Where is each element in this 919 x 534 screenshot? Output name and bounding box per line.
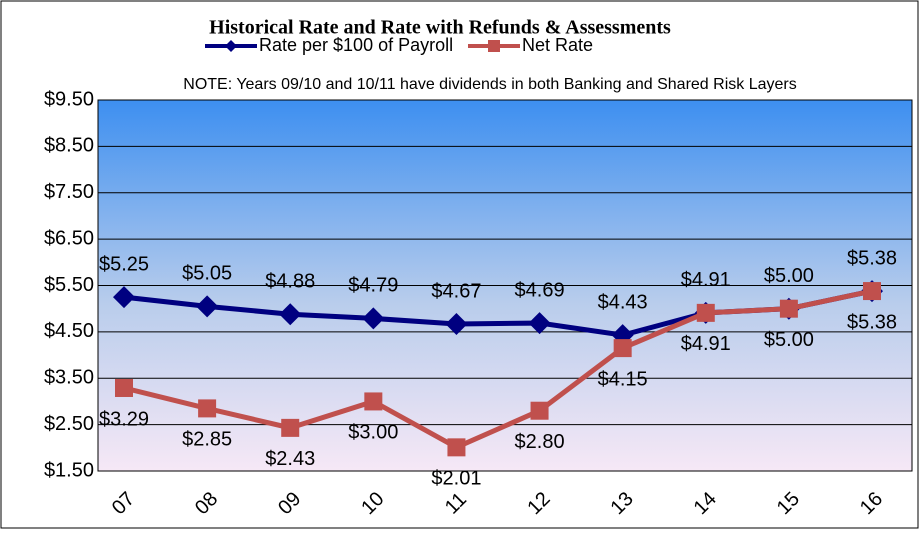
marker <box>779 299 798 318</box>
data-label: $2.80 <box>515 431 565 453</box>
y-tick-label: $1.50 <box>44 459 94 481</box>
data-label: $3.29 <box>99 408 149 430</box>
data-label: $4.91 <box>681 333 731 355</box>
y-tick-label: $7.50 <box>44 181 94 203</box>
data-label: $4.79 <box>348 275 398 297</box>
x-tick-label: 11 <box>441 488 471 518</box>
annotation: NOTE: Years 09/10 and 10/11 have dividen… <box>183 76 796 93</box>
data-label: $4.69 <box>515 279 565 301</box>
data-label: $5.00 <box>764 329 814 351</box>
marker <box>530 401 549 420</box>
data-label: $2.85 <box>182 429 232 451</box>
x-tick-label: 07 <box>108 488 139 519</box>
data-label: $5.38 <box>847 247 897 269</box>
y-tick-label: $8.50 <box>44 135 94 157</box>
legend-label: Rate per $100 of Payroll <box>259 35 453 55</box>
legend-marker <box>225 40 237 52</box>
data-label: $4.15 <box>598 368 648 390</box>
marker <box>613 339 632 358</box>
marker <box>281 418 300 437</box>
data-label: $2.43 <box>265 448 315 470</box>
data-label: $5.25 <box>99 253 149 275</box>
x-tick-label: 12 <box>523 488 554 519</box>
x-tick-label: 09 <box>274 488 305 519</box>
chart-title: Historical Rate and Rate with Refunds & … <box>209 17 671 39</box>
marker <box>364 392 383 411</box>
data-label: $5.38 <box>847 311 897 333</box>
marker <box>445 312 468 335</box>
x-tick-label: 15 <box>773 488 804 519</box>
y-tick-label: $6.50 <box>44 227 94 249</box>
marker <box>113 286 135 309</box>
data-label: $2.01 <box>431 468 481 490</box>
x-tick-label: 10 <box>357 488 388 519</box>
y-tick-label: $3.50 <box>44 367 94 389</box>
x-tick-label: 13 <box>607 488 638 519</box>
data-label: $5.05 <box>182 263 232 285</box>
x-tick-label: 16 <box>856 488 887 519</box>
data-label: $4.43 <box>598 291 648 313</box>
x-tick-label: 14 <box>690 488 721 519</box>
legend-marker <box>488 40 500 52</box>
marker <box>198 399 217 418</box>
marker <box>447 438 466 457</box>
data-label: $4.88 <box>265 271 315 293</box>
y-tick-label: $2.50 <box>44 413 94 435</box>
data-label: $3.00 <box>348 422 398 444</box>
data-label: $4.91 <box>681 269 731 291</box>
marker <box>696 303 715 322</box>
marker <box>863 282 881 301</box>
marker <box>528 312 551 335</box>
marker <box>279 303 302 326</box>
y-tick-label: $5.50 <box>44 274 94 296</box>
marker <box>196 295 219 318</box>
series-line <box>123 288 873 451</box>
marker <box>362 307 385 330</box>
x-tick-label: 08 <box>191 488 222 519</box>
marker <box>115 378 133 397</box>
data-label: $4.67 <box>431 280 481 302</box>
data-label: $5.00 <box>764 265 814 287</box>
y-tick-label: $4.50 <box>44 320 94 342</box>
legend-label: Net Rate <box>522 35 593 55</box>
y-tick-label: $9.50 <box>44 88 94 110</box>
